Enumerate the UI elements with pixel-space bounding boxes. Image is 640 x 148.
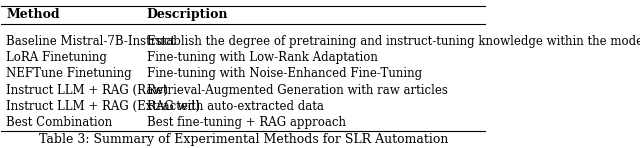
Text: LoRA Finetuning: LoRA Finetuning bbox=[6, 51, 107, 64]
Text: Best fine-tuning + RAG approach: Best fine-tuning + RAG approach bbox=[147, 116, 346, 129]
Text: Description: Description bbox=[147, 8, 228, 21]
Text: NEFTune Finetuning: NEFTune Finetuning bbox=[6, 67, 132, 80]
Text: Best Combination: Best Combination bbox=[6, 116, 113, 129]
Text: Method: Method bbox=[6, 8, 60, 21]
Text: Fine-tuning with Noise-Enhanced Fine-Tuning: Fine-tuning with Noise-Enhanced Fine-Tun… bbox=[147, 67, 422, 80]
Text: Fine-tuning with Low-Rank Adaptation: Fine-tuning with Low-Rank Adaptation bbox=[147, 51, 378, 64]
Text: Baseline Mistral-7B-Instruct: Baseline Mistral-7B-Instruct bbox=[6, 35, 175, 48]
Text: Instruct LLM + RAG (Raw): Instruct LLM + RAG (Raw) bbox=[6, 84, 168, 97]
Text: Establish the degree of pretraining and instruct-tuning knowledge within the mod: Establish the degree of pretraining and … bbox=[147, 35, 640, 48]
Text: Table 3: Summary of Experimental Methods for SLR Automation: Table 3: Summary of Experimental Methods… bbox=[39, 133, 449, 146]
Text: Retrieval-Augmented Generation with raw articles: Retrieval-Augmented Generation with raw … bbox=[147, 84, 447, 97]
Text: Instruct LLM + RAG (Extracted): Instruct LLM + RAG (Extracted) bbox=[6, 100, 200, 113]
Text: RAG with auto-extracted data: RAG with auto-extracted data bbox=[147, 100, 324, 113]
